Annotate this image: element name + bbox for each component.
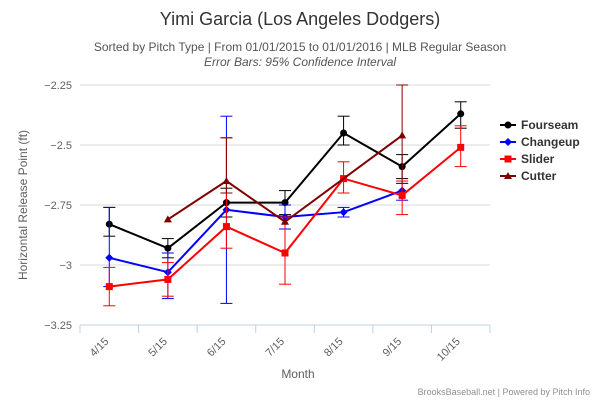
legend-item-changeup: Changeup [500, 135, 580, 149]
chart-subtitle-error-bars: Error Bars: 95% Confidence Interval [204, 55, 396, 69]
cutter-point [163, 215, 172, 223]
legend-label: Slider [521, 152, 555, 166]
y-tick-label: −3.25 [44, 320, 72, 332]
slider-point [281, 249, 289, 257]
legend-label: Changeup [521, 135, 580, 149]
cutter-point [398, 131, 407, 139]
legend: Fourseam Changeup Slider Cutter [500, 118, 580, 183]
legend-marker [504, 172, 512, 179]
x-tick-label: 9/15 [381, 336, 405, 360]
x-tick-label: 4/15 [88, 336, 112, 360]
chart-subtitle: Sorted by Pitch Type | From 01/01/2015 t… [94, 40, 506, 54]
slider-point [164, 275, 172, 283]
series-cutter [163, 84, 409, 225]
chart-title: Yimi Garcia (Los Angeles Dodgers) [160, 9, 440, 29]
x-tick-label: 5/15 [146, 336, 170, 360]
y-tick-label: −3 [59, 260, 72, 272]
x-tick-label: 10/15 [435, 336, 463, 364]
slider-point [398, 191, 406, 199]
fourseam-point [281, 199, 289, 207]
fourseam-point [164, 244, 172, 252]
x-tick-label: 7/15 [263, 336, 287, 360]
changeup-point [339, 208, 348, 217]
x-axis-title: Month [281, 367, 314, 381]
y-tick-label: −2.75 [44, 200, 72, 212]
legend-marker [504, 155, 512, 163]
legend-label: Cutter [521, 169, 557, 183]
legend-marker [504, 138, 512, 146]
cutter-point [222, 177, 231, 184]
y-axis-title: Horizontal Release Point (ft) [16, 130, 30, 280]
credits: BrooksBaseball.net | Powered by Pitch In… [418, 387, 590, 397]
y-tick-label: −2.5 [50, 140, 72, 152]
legend-item-cutter: Cutter [500, 169, 557, 183]
slider-point [105, 283, 113, 291]
slider-point [457, 143, 465, 151]
plot-area [103, 84, 467, 307]
changeup-point [105, 253, 114, 262]
slider-point [222, 223, 230, 231]
fourseam-point [340, 129, 348, 137]
x-tick-label: 6/15 [205, 336, 229, 360]
legend-item-fourseam: Fourseam [500, 118, 578, 132]
legend-label: Fourseam [521, 118, 578, 132]
cutter-line [167, 134, 403, 224]
changeup-line [109, 189, 403, 274]
x-tick-label: 8/15 [322, 336, 346, 360]
cutter-point [281, 217, 289, 225]
y-tick-label: −2.25 [44, 80, 72, 92]
legend-marker [504, 121, 512, 129]
legend-item-slider: Slider [500, 152, 555, 166]
fourseam-point [457, 110, 465, 118]
